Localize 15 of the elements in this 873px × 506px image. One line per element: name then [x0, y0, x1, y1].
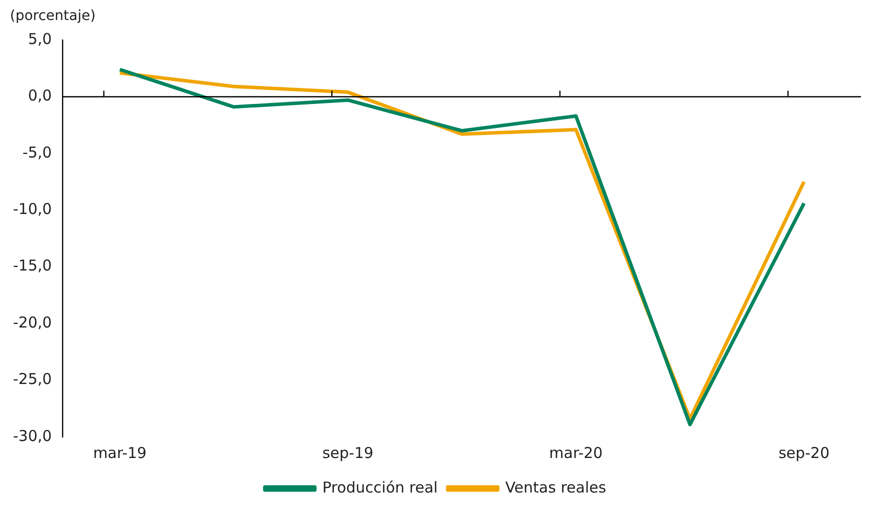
- legend-label: Ventas reales: [505, 478, 606, 496]
- y-tick-label: -10,0: [13, 200, 52, 218]
- y-axis-title: (porcentaje): [10, 8, 96, 24]
- y-tick-label: 5,0: [28, 30, 52, 48]
- y-tick-label: -15,0: [13, 256, 52, 275]
- x-tick-label: mar-20: [549, 444, 603, 462]
- y-tick-label: 0,0: [28, 86, 52, 105]
- legend-label: Producción real: [322, 478, 438, 496]
- x-tick-label: mar-19: [93, 444, 147, 462]
- y-tick-label: -25,0: [13, 370, 52, 388]
- y-tick-label: -30,0: [13, 426, 52, 445]
- y-tick-label: -5,0: [22, 143, 52, 162]
- y-tick-label: -20,0: [13, 313, 52, 332]
- x-tick-label: sep-20: [778, 444, 830, 462]
- x-tick-label: sep-19: [322, 444, 374, 462]
